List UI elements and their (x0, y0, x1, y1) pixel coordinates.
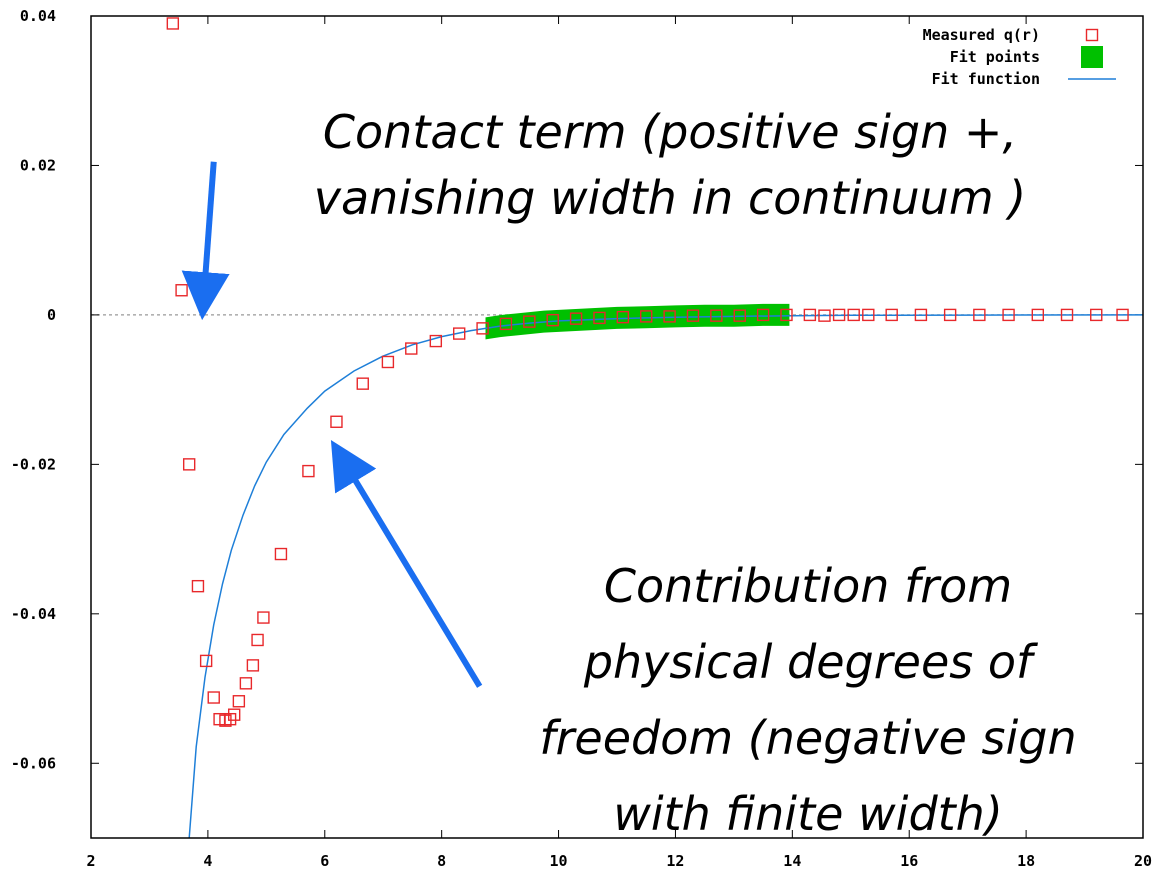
x-tick-label: 10 (550, 852, 568, 870)
measured-point (973, 308, 986, 322)
x-tick-label: 4 (203, 852, 212, 870)
measured-points (166, 17, 1129, 727)
legend-label: Fit points (950, 48, 1040, 66)
measured-point (1060, 308, 1074, 322)
x-tick-label: 12 (666, 852, 684, 870)
measured-point (847, 308, 860, 322)
measured-point (227, 708, 241, 721)
measured-point (1090, 308, 1103, 322)
measured-point (405, 342, 418, 355)
contact-term-text: Contact term (positive sign +, (323, 105, 1017, 159)
fit-points-area (485, 303, 790, 340)
contact-term-text: vanishing width in continuum ) (314, 171, 1026, 225)
measured-point (914, 308, 928, 322)
fit-points-band (485, 303, 790, 340)
measured-point (223, 712, 237, 726)
physical-dof-arrow (330, 439, 483, 688)
measured-point (257, 611, 270, 624)
measured-point (663, 310, 676, 323)
physical-dof-text: with finite width) (613, 787, 1003, 841)
physical-dof-text: freedom (negative sign (539, 711, 1076, 765)
measured-point (832, 308, 846, 322)
measured-point (453, 327, 466, 340)
measured-point (640, 310, 653, 323)
y-tick-label: -0.04 (11, 605, 56, 623)
measured-point (429, 334, 443, 348)
measured-point (1002, 308, 1015, 322)
measured-point (710, 309, 723, 322)
measured-point (686, 309, 700, 322)
measured-point (274, 547, 288, 561)
measured-point (1116, 308, 1129, 322)
measured-point (251, 633, 264, 647)
y-tick-label: 0 (47, 306, 56, 324)
measured-point (523, 315, 536, 328)
measured-point (191, 579, 205, 593)
measured-point (356, 377, 369, 390)
measured-point (476, 322, 489, 335)
measured-point (182, 458, 196, 471)
measured-point (246, 659, 260, 672)
measured-point (239, 677, 253, 690)
y-tick-label: -0.02 (11, 455, 56, 473)
contact-term-arrow (181, 161, 230, 321)
x-tick-label: 18 (1017, 852, 1035, 870)
plot-background (91, 16, 1143, 838)
plot-frame (90, 15, 1144, 839)
y-tick-label: -0.06 (11, 754, 56, 772)
measured-point (593, 311, 606, 325)
measured-point (1031, 308, 1045, 322)
x-tick-label: 8 (437, 852, 446, 870)
measured-point (207, 691, 220, 704)
measured-point (330, 415, 343, 428)
measured-point (885, 308, 898, 322)
measured-point (232, 695, 246, 708)
measured-point (803, 308, 817, 322)
measured-point (199, 654, 213, 668)
measured-point (616, 310, 630, 324)
y-tick-label: 0.02 (20, 156, 56, 174)
x-tick-label: 14 (783, 852, 801, 870)
measured-point (499, 317, 513, 331)
measured-point (756, 308, 770, 322)
measured-point (302, 464, 315, 478)
ticks-layer: 2 4 6 8 10 12 14 16 18 20 0.04 0.02 0 -0.02 -0.04 -0.06 (11, 7, 1152, 870)
measured-point (943, 308, 957, 322)
legend-swatch-measured (1085, 28, 1099, 42)
measured-point (381, 355, 395, 369)
physical-dof-text: Contribution from (604, 559, 1012, 613)
x-tick-label: 20 (1134, 852, 1152, 870)
measured-point (862, 308, 875, 322)
x-tick-label: 6 (320, 852, 329, 870)
legend: Measured q(r) Fit points Fit function (923, 26, 1116, 88)
physical-dof-text: physical degrees of (583, 635, 1038, 689)
x-tick-label: 16 (900, 852, 918, 870)
legend-label: Fit function (932, 70, 1040, 88)
measured-point (166, 17, 180, 30)
legend-label: Measured q(r) (923, 26, 1040, 44)
measured-point (780, 308, 793, 322)
measured-point (546, 313, 559, 327)
y-tick-label: 0.04 (20, 7, 56, 25)
annotations: Contact term (positive sign +, vanishing … (181, 105, 1077, 841)
legend-swatch-fit-points (1081, 46, 1103, 68)
measured-point (818, 309, 831, 322)
measured-point (569, 312, 583, 325)
measured-point (733, 309, 746, 322)
x-tick-label: 2 (86, 852, 95, 870)
